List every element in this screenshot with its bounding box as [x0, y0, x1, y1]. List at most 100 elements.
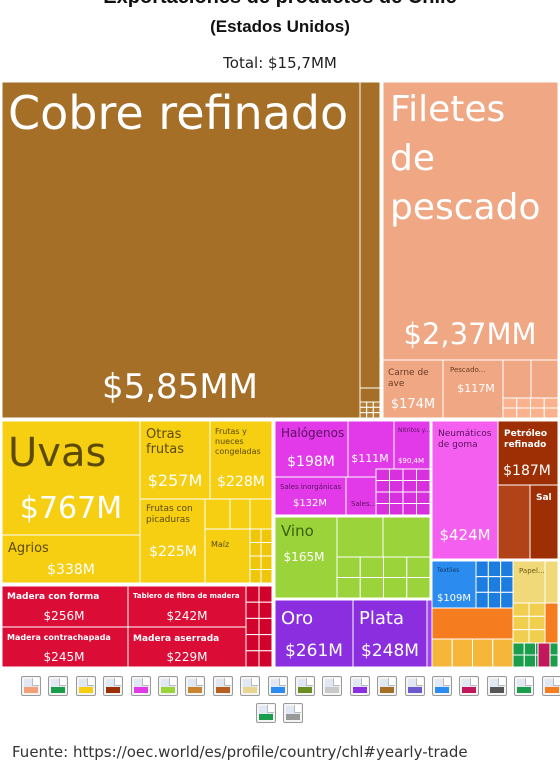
label-oro: Oro — [281, 608, 313, 629]
cell-halogenos — [274, 420, 349, 478]
value-frutas-y-nueces: $228M — [217, 474, 265, 490]
label-frutas-y-nueces: Frutas y — [215, 427, 247, 436]
cell-chem-small — [389, 503, 404, 516]
icon-sky — [462, 679, 477, 688]
cell-metals-small — [372, 406, 381, 414]
cell-chem-small — [416, 503, 431, 516]
paper-goods-icon[interactable] — [240, 676, 261, 696]
value-sales-inorganicas: $132M — [293, 498, 327, 509]
icon-page-fold — [552, 678, 560, 686]
plastics-icon[interactable] — [158, 676, 178, 696]
label-uvas: Uvas — [8, 430, 106, 476]
label-filetes-de-pescado: de — [390, 138, 435, 179]
value-textiles: $109M — [437, 593, 471, 604]
cell-paper-small — [528, 602, 546, 617]
machines-icon[interactable] — [404, 676, 425, 696]
icon-sky — [51, 679, 66, 688]
weapons-icon[interactable] — [486, 676, 507, 696]
mineral-products-icon[interactable] — [103, 676, 124, 696]
cell-vegetable-small — [229, 498, 251, 530]
label-cobre-refinado: Cobre refinado — [8, 86, 348, 140]
value-vino: $165M — [284, 550, 325, 564]
value-carne-de-ave: $174M — [391, 397, 435, 412]
icon-sky — [286, 706, 301, 715]
icon-page-fold — [415, 678, 423, 686]
icon-sky — [243, 679, 258, 688]
treemap: Cobre refinado $5,85MM Filetes de pescado $2,… — [1, 81, 559, 668]
cell-vegetable-small — [249, 555, 262, 570]
value-halogenos: $198M — [287, 454, 335, 470]
miscellaneous-icon[interactable] — [514, 676, 535, 696]
label-aserrada: Madera aserrada — [133, 634, 219, 644]
cell-animal-small — [516, 397, 531, 409]
icon-sky — [325, 679, 340, 688]
instruments-icon[interactable] — [459, 676, 480, 696]
precious-metals-icon[interactable] — [349, 676, 370, 696]
cell-chem-small — [402, 491, 417, 504]
cell-machinery-small — [523, 642, 536, 656]
animal-products-icon[interactable] — [21, 676, 41, 696]
cell-plastics-small — [336, 577, 361, 599]
vegetable-products-icon[interactable] — [48, 676, 69, 696]
cell-metals-small — [366, 412, 374, 419]
cell-sales-inorganicas — [274, 476, 347, 516]
cell-textiles-small — [500, 576, 514, 593]
label-otras-frutas: Otras — [146, 427, 182, 442]
icon-hill — [133, 687, 148, 693]
unknown-icon[interactable] — [283, 703, 304, 723]
icon-page-fold — [32, 678, 39, 686]
chemical-products-icon[interactable] — [130, 676, 151, 696]
cell-agrios — [1, 534, 141, 584]
cell-metals-small — [372, 412, 381, 419]
icon-sky — [298, 679, 312, 688]
cell-paper-small — [544, 560, 559, 604]
cell-metals-small — [359, 412, 368, 419]
arts-antiques-icon[interactable] — [541, 676, 560, 696]
cell-frutas-con-picaduras — [139, 498, 206, 584]
cell-chem-small — [389, 468, 404, 481]
cell-textiles-small — [487, 591, 502, 609]
value-otras-frutas: $257M — [148, 471, 203, 490]
cell-animal-small — [543, 407, 559, 419]
footwear-icon[interactable] — [295, 676, 315, 696]
cell-chem-small — [402, 503, 417, 516]
stone-glass-icon[interactable] — [322, 676, 343, 696]
icon-page-fold — [360, 678, 368, 686]
icon-sky — [544, 679, 559, 688]
cell-wood-small — [245, 650, 260, 668]
icon-sky — [352, 679, 367, 688]
wood-products-icon[interactable] — [212, 676, 233, 696]
cell-otras-frutas — [139, 420, 211, 500]
label-nitritos: Nitritos y... — [398, 427, 430, 434]
cell-chem-small — [402, 468, 417, 481]
cell-animal-small — [530, 397, 545, 409]
cell-chem-small — [375, 480, 390, 493]
cell-chem-small — [416, 468, 431, 481]
icon-hill — [215, 687, 230, 693]
foodstuffs-icon[interactable] — [75, 676, 96, 696]
icon-hill — [161, 687, 175, 693]
label-papel: Papel... — [519, 567, 545, 575]
source-footnote: Fuente: https://oec.world/es/profile/cou… — [12, 743, 468, 761]
cell-chem-small — [375, 468, 390, 481]
icon-page-fold — [251, 678, 259, 686]
cell-textiles — [431, 560, 477, 609]
cell-wood-small — [258, 617, 273, 636]
label-halogenos: Halógenos — [281, 426, 344, 440]
cell-chem-small — [375, 503, 390, 516]
cell-plastics-small — [336, 516, 384, 558]
label-carne-de-ave: ave — [388, 379, 405, 389]
cell-textiles-small — [487, 576, 502, 593]
cell-chem-small — [389, 491, 404, 504]
label-maiz: Maíz — [211, 540, 229, 549]
animal-vegetable-fats-icon[interactable] — [256, 703, 276, 723]
icon-hill — [517, 687, 532, 693]
icon-hill — [78, 687, 93, 693]
cell-papel — [512, 560, 546, 604]
metals-icon[interactable] — [377, 676, 398, 696]
icon-hill — [243, 687, 258, 693]
transportation-icon[interactable] — [432, 676, 452, 696]
textiles-icon[interactable] — [267, 676, 288, 696]
animal-hides-icon[interactable] — [185, 676, 206, 696]
icon-hill — [489, 687, 504, 693]
